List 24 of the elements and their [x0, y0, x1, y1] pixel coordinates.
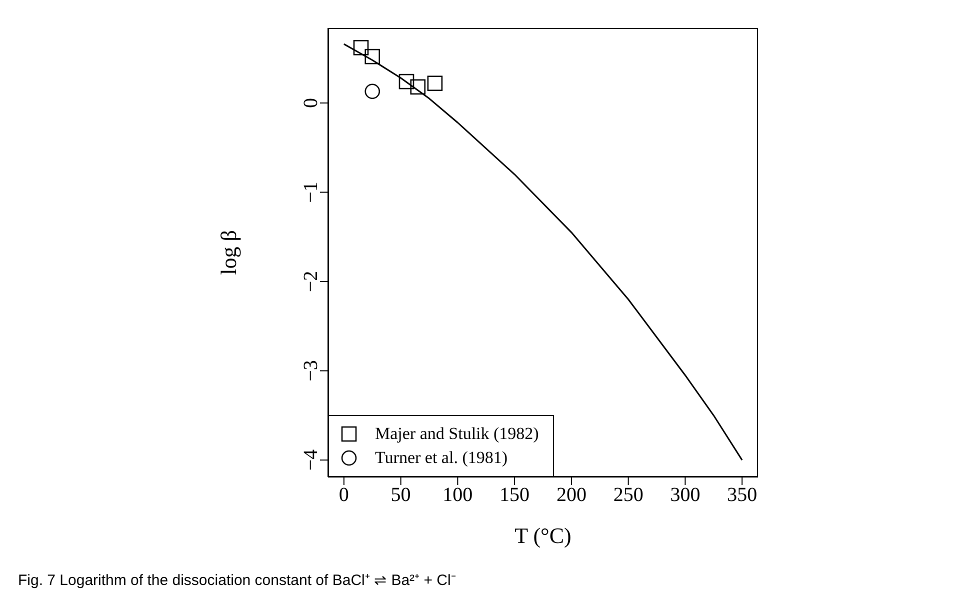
x-tick-label: 250	[613, 484, 644, 506]
y-axis-title: log β	[216, 230, 241, 275]
point	[410, 79, 426, 95]
x-tick-label: 200	[556, 484, 586, 506]
point	[427, 76, 443, 91]
legend-label: Majer and Stulik (1982)	[375, 423, 539, 445]
x-tick-label: 350	[727, 484, 758, 506]
point	[353, 40, 369, 56]
legend-label: Turner et al. (1981)	[375, 447, 508, 469]
point	[364, 48, 380, 64]
x-tick-label: 100	[442, 484, 473, 506]
y-tick-label: −2	[300, 270, 322, 292]
caption: Fig. 7 Logarithm of the dissociation constant of BaCl⁺ ⇌ Ba²⁺ + Cl⁻	[18, 571, 456, 589]
y-tick-label: 0	[300, 98, 322, 108]
y-tick-label: −3	[300, 360, 322, 382]
point	[398, 74, 414, 90]
x-tick-label: 0	[338, 484, 349, 506]
y-tick-label: −4	[300, 449, 322, 471]
y-tick-label: −1	[300, 182, 322, 203]
point	[364, 84, 380, 100]
x-tick-label: 50	[390, 484, 411, 506]
x-tick-label: 300	[670, 484, 700, 506]
x-tick-label: 150	[500, 484, 530, 506]
x-axis-title: T (°C)	[514, 523, 572, 549]
